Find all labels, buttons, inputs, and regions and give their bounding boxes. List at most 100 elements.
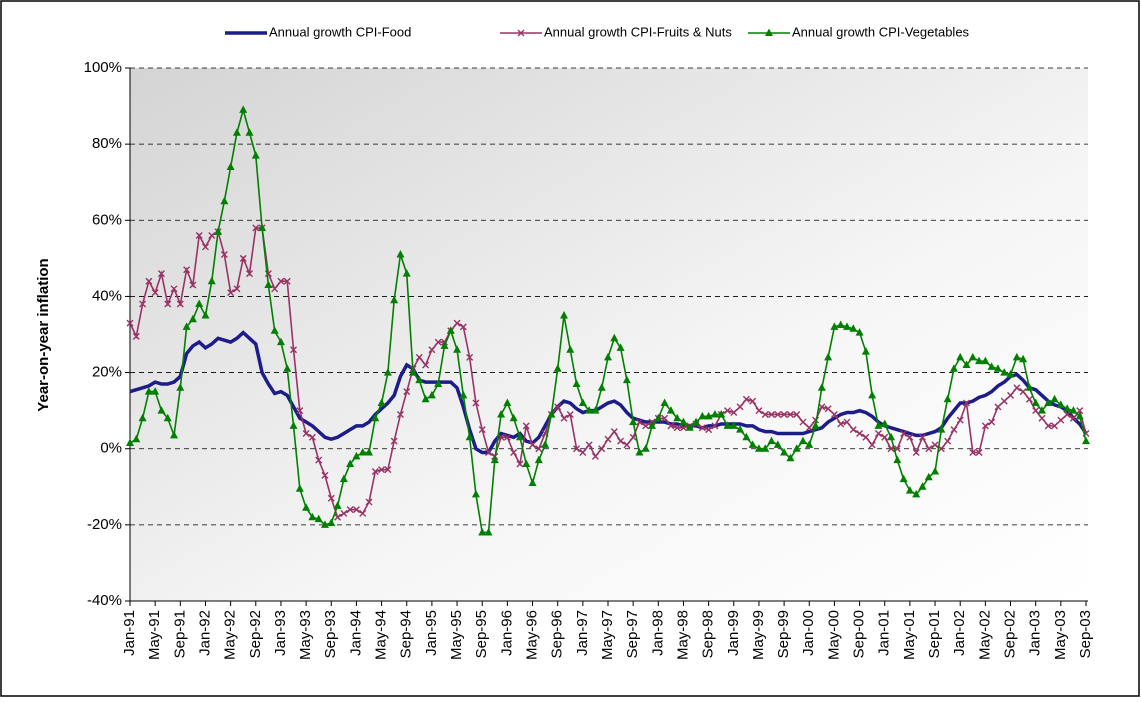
triangle-marker [453,345,462,353]
x-marker [730,409,738,417]
triangle-marker [1031,398,1040,407]
x-marker [742,395,750,403]
x-marker [277,277,285,285]
triangle-marker [138,413,147,422]
triangle-marker [126,438,134,447]
x-marker [283,277,291,285]
x-marker [554,403,562,411]
triangle-marker [648,421,657,429]
x-tick-label: Jan-91 [121,610,138,656]
x-tick-label: Sep-91 [171,610,188,658]
triangle-marker [792,444,801,452]
x-marker [346,506,354,514]
triangle-marker [710,409,719,418]
x-marker [529,441,537,449]
triangle-marker [352,451,361,460]
x-marker [472,399,480,407]
x-marker [403,388,411,396]
legend-marker [765,28,773,36]
x-tick-label: Sep-97 [624,610,641,658]
x-marker [912,449,920,457]
x-tick-label: Sep-99 [775,610,792,658]
triangle-marker [509,413,518,422]
triangle-marker [585,406,594,414]
triangle-marker [616,343,625,351]
x-marker [208,232,216,240]
x-marker [497,433,505,441]
triangle-marker [893,455,902,464]
x-marker [428,346,436,354]
legend-label: Annual growth CPI-Vegetables [792,24,970,39]
triangle-marker [559,310,568,319]
triangle-marker [440,341,449,349]
x-marker [881,433,889,441]
x-marker [843,418,851,426]
x-marker [139,300,147,308]
x-marker [874,429,882,437]
triangle-marker [654,413,663,422]
x-marker [661,414,669,422]
x-marker [610,428,618,436]
x-marker [227,289,235,297]
triangle-marker [163,413,172,422]
x-marker [944,437,952,445]
triangle-marker [673,413,682,422]
triangle-marker [302,503,311,511]
x-marker [591,452,599,460]
triangle-marker [805,440,814,448]
triangle-marker [402,269,411,277]
x-marker [931,441,939,449]
triangle-marker [736,425,745,433]
y-tick-label: -20% [87,516,122,533]
triangle-marker [289,421,298,429]
x-marker [824,405,832,413]
x-tick-label: Jan-99 [725,610,742,656]
x-marker [975,449,983,457]
x-tick-label: Jan-98 [649,610,666,656]
triangle-marker [320,520,329,528]
x-marker [503,433,511,441]
x-marker [617,437,625,445]
x-tick-label: Sep-01 [926,610,943,658]
x-tick-label: May-02 [976,610,993,660]
x-marker [246,270,253,278]
x-tick-label: May-93 [297,610,314,660]
x-marker [321,471,329,479]
triangle-marker [258,223,267,231]
triangle-marker [339,474,348,483]
triangle-marker [836,320,845,328]
triangle-marker [905,486,914,494]
triangle-marker [396,250,405,258]
x-tick-label: Jan-92 [196,610,213,656]
x-tick-label: May-00 [825,610,842,660]
x-marker [151,289,159,297]
x-marker [371,468,379,476]
triangle-marker [723,421,732,429]
x-tick-label: Sep-03 [1077,610,1094,658]
x-marker [415,353,423,361]
x-marker [969,449,977,457]
triangle-marker [880,419,889,427]
triangle-marker [245,128,254,136]
triangle-marker [975,356,984,365]
triangle-marker [188,314,197,323]
x-marker [1069,414,1077,422]
triangle-marker [182,322,191,330]
x-tick-label: Sep-96 [549,610,566,658]
y-tick-label: 100% [84,59,122,76]
x-marker [510,449,518,457]
triangle-marker [811,421,820,429]
x-tick-label: Jan-00 [800,610,817,656]
x-marker [623,441,631,449]
legend-label: Annual growth CPI-Food [269,24,411,39]
triangle-marker [1063,404,1072,412]
legend-marker [517,29,525,37]
x-tick-label: May-03 [1052,610,1069,660]
triangle-marker [899,474,908,483]
triangle-marker [541,440,550,448]
triangle-marker [887,432,896,441]
y-tick-label: 40% [92,287,122,304]
x-tick-label: May-94 [373,610,390,660]
y-tick-label: 60% [92,211,122,228]
x-tick-label: May-91 [146,610,163,660]
